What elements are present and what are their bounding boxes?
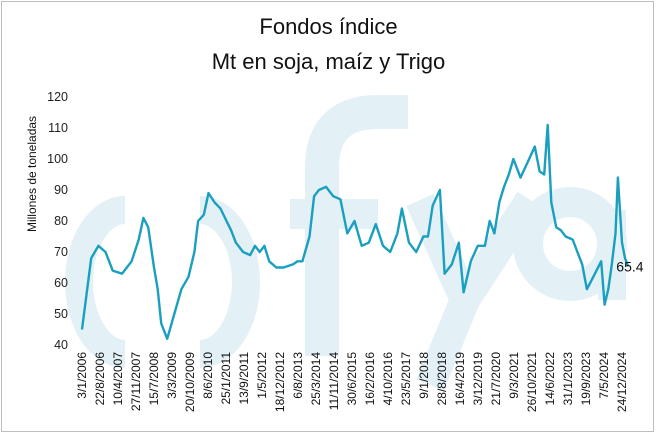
x-tick-label: 18/12/2012 [273, 352, 287, 412]
y-tick-label: 40 [54, 338, 68, 352]
x-tick-label: 30/6/2015 [345, 352, 359, 406]
x-tick-label: 9/1/2018 [417, 352, 431, 399]
x-tick-label: 1/5/2012 [255, 352, 269, 399]
series-line-0 [80, 123, 630, 340]
y-tick-label: 110 [48, 121, 68, 135]
chart-subtitle: Mt en soja, maíz y Trigo [211, 49, 446, 74]
x-tick-label: 20/10/2009 [183, 352, 197, 412]
x-tick-label: 23/5/2017 [399, 352, 413, 406]
x-tick-label: 25/1/2011 [219, 352, 233, 405]
x-tick-label: 11/11/2014 [327, 352, 341, 411]
y-tick-label: 90 [54, 183, 68, 197]
x-tick-label: 3/1/2006 [75, 352, 89, 399]
x-tick-label: 3/12/2019 [471, 352, 485, 406]
last-value-label: 65.4 [616, 258, 643, 274]
y-tick-label: 60 [54, 276, 68, 290]
chart-title: Fondos índice [259, 14, 398, 39]
x-tick-label: 25/3/2014 [309, 352, 323, 406]
x-tick-label: 19/9/2023 [579, 352, 593, 406]
x-tick-label: 3/3/2009 [165, 352, 179, 399]
x-tick-label: 22/8/2006 [93, 352, 107, 406]
x-tick-label: 8/6/2010 [201, 352, 215, 399]
x-tick-label: 27/11/2007 [129, 352, 143, 411]
x-tick-label: 21/7/2020 [489, 352, 503, 406]
y-axis-label: Millones de toneladas [25, 116, 39, 232]
x-tick-label: 16/2/2016 [363, 352, 377, 406]
x-tick-label: 6/8/2013 [291, 352, 305, 399]
x-tick-label: 16/4/2019 [453, 352, 467, 406]
x-tick-label: 24/12/2024 [615, 352, 629, 412]
x-tick-label: 14/6/2022 [543, 352, 557, 406]
y-tick-label: 100 [47, 152, 68, 166]
x-tick-label: 28/8/2018 [435, 352, 449, 406]
x-tick-label: 7/5/2024 [597, 352, 611, 399]
x-tick-label: 4/10/2016 [381, 352, 395, 406]
x-tick-label: 15/7/2008 [147, 352, 161, 406]
y-tick-label: 80 [54, 214, 68, 228]
x-axis-ticks: 3/1/2006 22/8/2006 10/4/2007 27/11/2007 15/7… [75, 352, 629, 412]
y-tick-label: 70 [54, 245, 68, 259]
y-axis-ticks: 40 50 60 70 80 90 100 110 120 [47, 90, 68, 352]
x-tick-label: 13/9/2011 [237, 352, 251, 405]
x-tick-label: 26/10/2021 [525, 352, 539, 412]
x-tick-label: 10/4/2007 [111, 352, 125, 406]
series-lines [80, 123, 630, 340]
y-tick-label: 120 [47, 90, 68, 104]
x-tick-label: 9/3/2021 [507, 352, 521, 399]
y-tick-label: 50 [54, 307, 68, 321]
x-tick-label: 31/1/2023 [561, 352, 575, 406]
